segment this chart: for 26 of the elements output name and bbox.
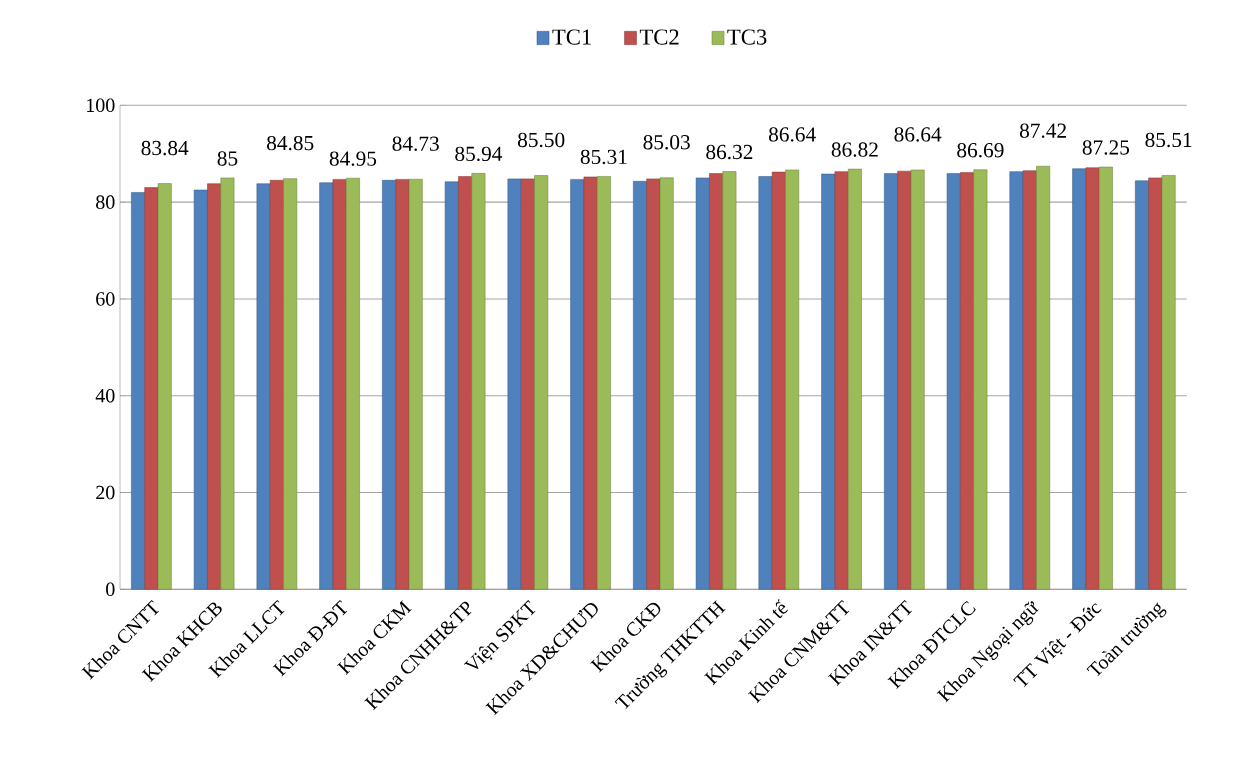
data-label: 87.42 bbox=[1019, 123, 1066, 138]
data-label: 86.64 bbox=[768, 127, 816, 142]
data-label: 85 bbox=[217, 151, 238, 166]
data-label: 85.51 bbox=[1145, 132, 1192, 148]
data-label: 85.31 bbox=[580, 149, 627, 165]
data-label: 86.64 bbox=[894, 127, 942, 142]
legend-label: TC2 bbox=[639, 29, 679, 45]
data-label: 84.73 bbox=[392, 136, 439, 151]
data-label: 84.95 bbox=[329, 151, 377, 166]
data-label: 85.03 bbox=[643, 135, 690, 150]
y-tick-label: 100 bbox=[87, 98, 115, 113]
y-tick-label: 80 bbox=[96, 195, 115, 209]
y-tick-label: 60 bbox=[96, 292, 115, 306]
data-label: 83.84 bbox=[141, 140, 189, 156]
data-label: 86.69 bbox=[957, 143, 1004, 158]
data-label: 86.32 bbox=[706, 144, 753, 160]
data-label: 84.85 bbox=[267, 135, 314, 151]
y-tick-label: 20 bbox=[96, 485, 115, 500]
data-label: 87.25 bbox=[1082, 140, 1130, 155]
legend-label: TC3 bbox=[727, 29, 767, 45]
y-tick-label: 40 bbox=[95, 388, 115, 403]
legend-label: TC1 bbox=[552, 29, 591, 45]
data-label: 85.94 bbox=[455, 146, 503, 162]
data-label: 85.50 bbox=[518, 132, 565, 148]
y-tick-label: 0 bbox=[106, 582, 115, 597]
data-label: 86.82 bbox=[831, 142, 878, 157]
